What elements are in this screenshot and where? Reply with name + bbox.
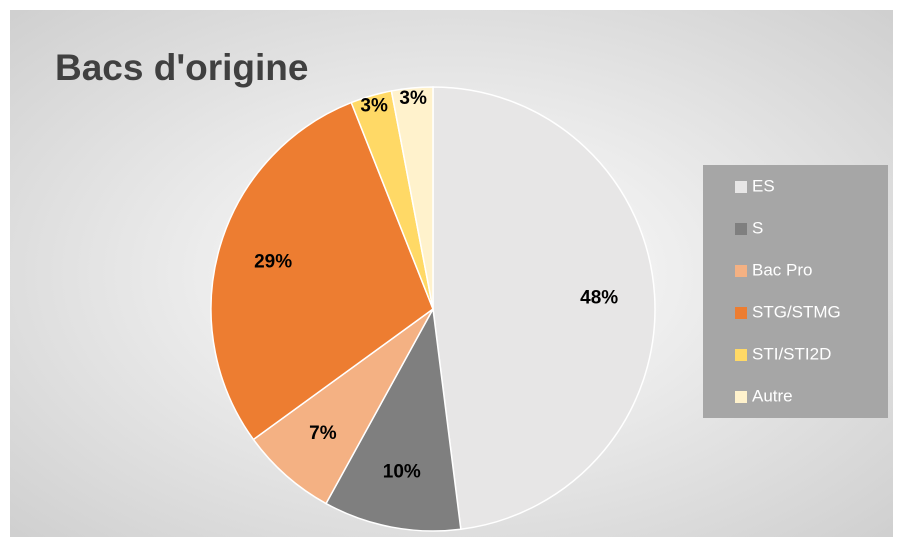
legend-swatch xyxy=(735,223,747,235)
pie-slice xyxy=(390,86,434,310)
legend-swatch xyxy=(735,181,747,193)
legend-label: Autre xyxy=(752,386,793,405)
data-label: 29% xyxy=(254,252,292,273)
legend-swatch xyxy=(735,391,747,403)
pie-slice xyxy=(432,86,656,531)
legend-label: ES xyxy=(752,176,775,195)
legend-swatch xyxy=(735,349,747,361)
pie-slice xyxy=(325,306,462,532)
data-label: 7% xyxy=(309,423,337,444)
legend-swatch xyxy=(735,307,747,319)
pie-slice xyxy=(210,101,434,441)
data-label: 10% xyxy=(383,462,421,483)
legend-label: S xyxy=(752,218,763,237)
legend-box xyxy=(703,165,888,418)
data-label: 48% xyxy=(580,288,618,309)
data-label: 3% xyxy=(360,95,388,116)
chart-title: Bacs d'origine xyxy=(55,47,308,88)
legend-swatch xyxy=(735,265,747,277)
legend-label: STG/STMG xyxy=(752,302,841,321)
legend-label: STI/STI2D xyxy=(752,344,831,363)
legend-label: Bac Pro xyxy=(752,260,812,279)
data-label: 3% xyxy=(399,88,427,109)
